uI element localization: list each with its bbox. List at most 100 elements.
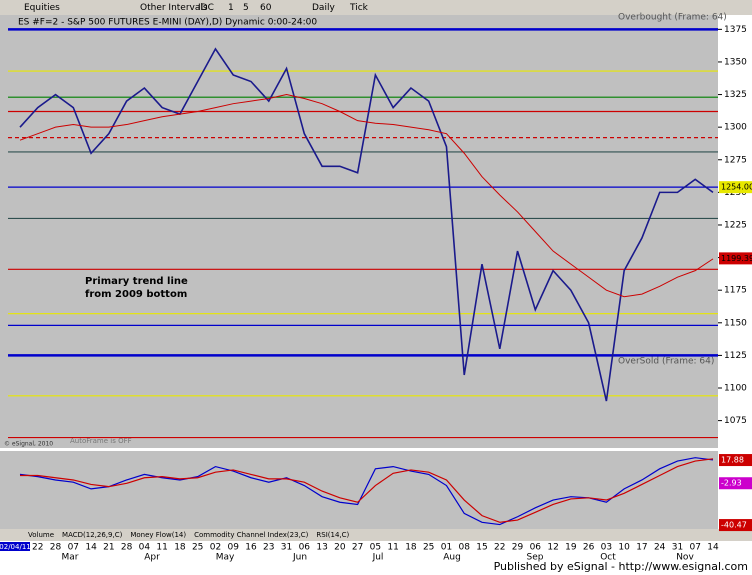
- x-tick-label: 17: [636, 543, 647, 553]
- macd-area: [0, 451, 718, 529]
- month-label: Nov: [676, 553, 694, 563]
- price-box: [719, 181, 752, 194]
- series-line: [19, 47, 714, 402]
- x-tick-label: 06: [299, 543, 311, 553]
- x-tick-label: 02: [210, 543, 221, 553]
- x-tick-label: 06: [530, 543, 542, 553]
- macd-box: [719, 519, 752, 532]
- month-label: May: [216, 553, 235, 563]
- x-tick-label: 02/04/11: [0, 543, 31, 551]
- x-tick-label: 25: [192, 543, 203, 553]
- oversold: OverSold (Frame: 64): [618, 357, 714, 367]
- x-tick-label: 11: [387, 543, 398, 553]
- month-label: Jul: [372, 553, 384, 563]
- tab[interactable]: Commodity Channel Index(23,C): [194, 531, 309, 539]
- footer: Published by eSignal - http://www.esigna…: [494, 560, 748, 573]
- x-tick-label: 22: [32, 543, 43, 553]
- annotation: from 2009 bottom: [85, 289, 187, 300]
- toolbar-item[interactable]: 1: [228, 3, 234, 13]
- plot-area: [0, 15, 718, 448]
- y-tick-label: 1225: [724, 220, 747, 230]
- x-tick-label: 11: [156, 543, 167, 553]
- x-tick-label: 16: [245, 543, 257, 553]
- x-tick-label: 07: [68, 543, 79, 553]
- macd-box: [719, 454, 752, 467]
- month-label: Oct: [600, 553, 616, 563]
- tabbar: [0, 529, 752, 541]
- x-tick-label: 18: [174, 543, 186, 553]
- x-tick-label: 14: [707, 543, 719, 553]
- chart-title: ES #F=2 - S&P 500 FUTURES E-MINI (DAY),D…: [18, 18, 317, 28]
- toolbar-item[interactable]: 60: [260, 3, 272, 13]
- y-tick-label: 1175: [724, 286, 747, 296]
- month-label: Sep: [527, 553, 544, 563]
- x-tick-label: 14: [85, 543, 97, 553]
- x-tick-label: 26: [583, 543, 595, 553]
- x-tick-label: 18: [405, 543, 417, 553]
- macd-label: -2.93: [721, 479, 742, 488]
- x-tick-label: 12: [547, 543, 558, 553]
- overbought: Overbought (Frame: 64): [618, 13, 727, 23]
- macd-label: -40.47: [721, 521, 747, 530]
- series-line: [20, 458, 714, 523]
- y-tick-label: 1100: [724, 384, 747, 394]
- x-tick-label: 31: [281, 543, 292, 553]
- y-tick-label: 1375: [724, 25, 747, 35]
- x-tick-label: 25: [423, 543, 434, 553]
- x-tick-label: 20: [334, 543, 346, 553]
- tab[interactable]: Volume: [28, 531, 54, 539]
- price-box: [719, 252, 752, 265]
- tab[interactable]: MACD(12,26,9,C): [62, 531, 123, 539]
- toolbar: [0, 0, 752, 15]
- x-tick-label: 04: [139, 543, 151, 553]
- x-tick-label: 07: [690, 543, 701, 553]
- date-box: [0, 542, 30, 551]
- x-tick-label: 27: [352, 543, 363, 553]
- x-tick-label: 21: [103, 543, 114, 553]
- x-tick-label: 22: [494, 543, 505, 553]
- annotation: Primary trend line: [85, 276, 188, 287]
- y-tick-label: 1275: [724, 155, 747, 165]
- toolbar-item[interactable]: Tick: [349, 3, 369, 13]
- price-label: 1199.39: [721, 254, 752, 263]
- copyright: © eSignal, 2010: [4, 441, 53, 448]
- y-tick-label: 1150: [724, 318, 747, 328]
- x-tick-label: 28: [121, 543, 133, 553]
- price-label: 1254.00: [721, 183, 752, 192]
- x-tick-label: 23: [263, 543, 274, 553]
- x-tick-label: 10: [618, 543, 630, 553]
- x-tick-label: 08: [459, 543, 471, 553]
- x-tick-label: 24: [654, 543, 666, 553]
- macd-label: 17.88: [721, 456, 744, 465]
- y-tick-label: 1075: [724, 416, 747, 426]
- x-tick-label: 19: [565, 543, 577, 553]
- x-tick-label: 31: [672, 543, 683, 553]
- month-label: Jun: [292, 553, 307, 563]
- toolbar-item[interactable]: Daily: [312, 3, 335, 13]
- month-label: Apr: [144, 553, 160, 563]
- macd-box: [719, 477, 752, 490]
- y-tick-label: 1125: [724, 351, 747, 361]
- x-tick-label: 15: [476, 543, 487, 553]
- toolbar-item[interactable]: Equities: [24, 3, 60, 13]
- x-tick-label: 29: [512, 543, 524, 553]
- tab[interactable]: Money Flow(14): [130, 531, 186, 539]
- x-tick-label: 03: [601, 543, 612, 553]
- month-label: Mar: [62, 553, 79, 563]
- autoframe: AutoFrame is OFF: [70, 437, 132, 445]
- toolbar-item[interactable]: 5: [243, 3, 249, 13]
- tab[interactable]: RSI(14,C): [316, 531, 349, 539]
- x-tick-label: 13: [316, 543, 327, 553]
- x-tick-label: 05: [370, 543, 381, 553]
- x-tick-label: 01: [441, 543, 452, 553]
- y-tick-label: 1350: [724, 57, 747, 67]
- series-line: [19, 457, 714, 526]
- series-line: [19, 94, 714, 298]
- toolbar-item[interactable]: IDC: [198, 3, 214, 13]
- x-tick-label: 28: [50, 543, 62, 553]
- toolbar-item[interactable]: Other Intervals: [140, 3, 208, 13]
- y-tick-label: 1300: [724, 123, 747, 133]
- y-tick-label: 1325: [724, 90, 747, 100]
